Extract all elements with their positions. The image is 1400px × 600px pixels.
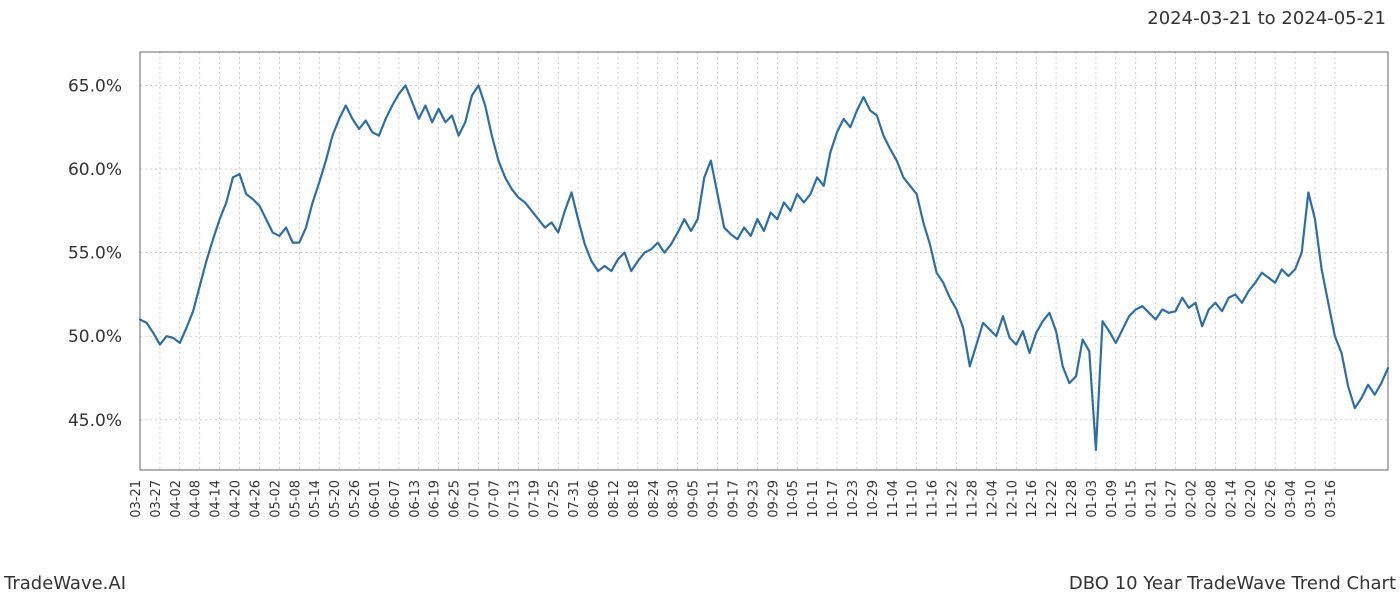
chart-title: DBO 10 Year TradeWave Trend Chart: [1069, 573, 1396, 594]
svg-text:55.0%: 55.0%: [68, 244, 122, 264]
svg-text:03-10: 03-10: [1304, 480, 1319, 518]
svg-text:09-29: 09-29: [766, 480, 781, 518]
plot-spine: [140, 52, 1388, 470]
svg-text:05-02: 05-02: [268, 480, 283, 518]
svg-text:04-02: 04-02: [169, 480, 184, 518]
svg-text:60.0%: 60.0%: [68, 160, 122, 180]
svg-text:12-10: 12-10: [1005, 480, 1020, 518]
svg-text:02-08: 02-08: [1204, 480, 1219, 518]
x-axis-ticks: 03-21 03-27 04-02 04-08 04-14 04-20 04-26 05-02…: [129, 480, 1339, 518]
svg-text:10-17: 10-17: [826, 480, 841, 518]
svg-text:07-07: 07-07: [487, 480, 502, 518]
svg-text:11-10: 11-10: [906, 480, 921, 518]
svg-text:50.0%: 50.0%: [68, 327, 122, 347]
svg-text:07-01: 07-01: [468, 480, 483, 518]
svg-text:09-05: 09-05: [687, 480, 702, 518]
svg-text:02-26: 02-26: [1264, 480, 1279, 518]
svg-text:01-03: 01-03: [1085, 480, 1100, 518]
trend-chart-root: 2024-03-21 to 2024-05-21 45.0%50.0%55.0%…: [0, 0, 1400, 600]
svg-text:01-15: 01-15: [1125, 480, 1140, 518]
svg-text:08-12: 08-12: [607, 480, 622, 518]
svg-text:09-11: 09-11: [707, 480, 722, 518]
svg-text:10-11: 10-11: [806, 480, 821, 518]
svg-text:02-14: 02-14: [1224, 480, 1239, 518]
svg-text:07-13: 07-13: [507, 480, 522, 518]
svg-text:05-14: 05-14: [308, 480, 323, 518]
svg-text:08-06: 08-06: [587, 480, 602, 518]
svg-text:06-01: 06-01: [368, 480, 383, 518]
svg-text:08-18: 08-18: [627, 480, 642, 518]
svg-text:45.0%: 45.0%: [68, 411, 122, 431]
svg-text:07-25: 07-25: [547, 480, 562, 518]
svg-text:08-30: 08-30: [667, 480, 682, 518]
svg-text:06-19: 06-19: [428, 480, 443, 518]
trend-series-line: [140, 85, 1388, 450]
grid: [140, 52, 1388, 470]
svg-text:06-25: 06-25: [448, 480, 463, 518]
svg-text:04-26: 04-26: [248, 480, 263, 518]
svg-text:12-16: 12-16: [1025, 480, 1040, 518]
svg-text:12-04: 12-04: [985, 480, 1000, 518]
svg-text:01-21: 01-21: [1145, 480, 1160, 518]
svg-text:02-20: 02-20: [1244, 480, 1259, 518]
svg-text:06-13: 06-13: [408, 480, 423, 518]
svg-text:05-08: 05-08: [288, 480, 303, 518]
svg-text:11-22: 11-22: [946, 480, 961, 518]
svg-text:02-02: 02-02: [1184, 480, 1199, 518]
svg-text:09-23: 09-23: [746, 480, 761, 518]
svg-text:07-19: 07-19: [527, 480, 542, 518]
svg-text:07-31: 07-31: [567, 480, 582, 518]
svg-text:12-22: 12-22: [1045, 480, 1060, 518]
chart-plot-area: 45.0% 50.0% 55.0% 60.0% 65.0% 03-21 03-27 04-02…: [0, 0, 1400, 600]
svg-text:04-08: 04-08: [189, 480, 204, 518]
svg-text:11-04: 11-04: [886, 480, 901, 518]
svg-text:04-20: 04-20: [229, 480, 244, 518]
svg-text:05-20: 05-20: [328, 480, 343, 518]
svg-text:65.0%: 65.0%: [68, 76, 122, 96]
svg-text:10-29: 10-29: [866, 480, 881, 518]
svg-text:03-21: 03-21: [129, 480, 144, 518]
svg-text:01-09: 01-09: [1105, 480, 1120, 518]
svg-text:03-16: 03-16: [1324, 480, 1339, 518]
svg-text:03-27: 03-27: [149, 480, 164, 518]
svg-text:10-05: 10-05: [786, 480, 801, 518]
y-axis-ticks: 45.0% 50.0% 55.0% 60.0% 65.0%: [68, 76, 122, 430]
svg-text:04-14: 04-14: [209, 480, 224, 518]
svg-text:12-28: 12-28: [1065, 480, 1080, 518]
svg-text:03-04: 03-04: [1284, 480, 1299, 518]
svg-text:06-07: 06-07: [388, 480, 403, 518]
svg-text:10-23: 10-23: [846, 480, 861, 518]
svg-text:08-24: 08-24: [647, 480, 662, 518]
svg-text:11-16: 11-16: [926, 480, 941, 518]
svg-text:01-27: 01-27: [1165, 480, 1180, 518]
svg-text:05-26: 05-26: [348, 480, 363, 518]
svg-text:09-17: 09-17: [726, 480, 741, 518]
brand-label: TradeWave.AI: [4, 573, 126, 594]
svg-text:11-28: 11-28: [965, 480, 980, 518]
